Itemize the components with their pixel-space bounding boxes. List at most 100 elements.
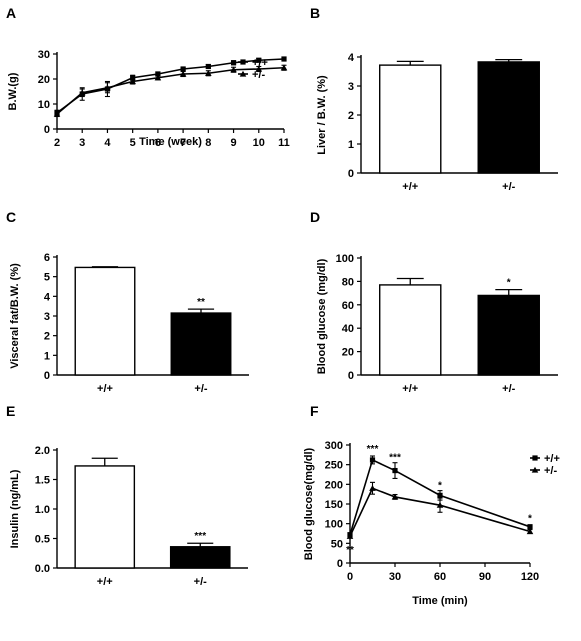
y-axis-title: Liver / B.W. (%) xyxy=(316,75,328,155)
y-tick-label: 2 xyxy=(348,110,354,122)
y-axis-title: B.W.(g) xyxy=(7,72,19,110)
series-line xyxy=(56,58,285,114)
x-tick-label: 8 xyxy=(205,137,211,149)
data-point xyxy=(346,532,354,539)
data-point xyxy=(154,74,162,81)
y-axis-title: Blood glucose (mg/dl) xyxy=(316,258,328,374)
legend-marker xyxy=(239,70,247,77)
y-tick-label: 0 xyxy=(44,124,50,136)
bar xyxy=(74,465,136,569)
panel-e: E 0.0 0.5 1.0 1.5 2.0 Insulin (ng/mL) +/+ +/- *** xyxy=(6,403,248,588)
series-line xyxy=(56,66,285,115)
panel-letter: B xyxy=(310,5,320,21)
y-tick-label: 1 xyxy=(348,139,354,151)
x-tick-label: 11 xyxy=(278,137,290,149)
y-tick-label: 20 xyxy=(342,347,354,359)
x-tick-label: +/+ xyxy=(402,383,418,395)
y-tick-label: 2 xyxy=(44,331,50,343)
y-tick-label: 1 xyxy=(44,350,50,362)
data-point xyxy=(130,75,136,81)
legend-marker xyxy=(240,59,246,65)
data-point xyxy=(205,69,212,76)
x-tick-label: +/+ xyxy=(97,383,113,395)
legend-label: +/- xyxy=(544,465,557,477)
significance-mark: *** xyxy=(389,453,401,464)
y-tick-label: 0 xyxy=(348,168,354,180)
panel-a: A 0 10 20 30 B.W.(g) 2 3 4 5 6 7 8 9 10 11 Time (week) +/… xyxy=(6,5,290,149)
x-tick-label: 5 xyxy=(130,137,136,149)
legend-label: +/+ xyxy=(252,57,268,69)
data-point xyxy=(527,524,533,530)
data-point xyxy=(280,64,288,71)
data-point xyxy=(391,493,399,500)
x-axis-title: Time (week) xyxy=(139,136,202,148)
y-tick-label: 80 xyxy=(342,276,354,288)
significance-mark: * xyxy=(438,480,442,491)
y-axis-title: Insulin (ng/mL) xyxy=(9,469,21,548)
panel-c: C 0 1 2 3 4 5 6 Visceral fat/B.W. (%) +/+ +/- ** xyxy=(6,209,249,395)
x-axis-title: Time (min) xyxy=(412,595,468,607)
x-tick-label: 120 xyxy=(521,571,539,583)
data-point xyxy=(392,467,398,474)
data-point xyxy=(180,66,186,72)
x-tick-label: 30 xyxy=(389,571,401,583)
y-tick-label: 4 xyxy=(348,52,355,64)
x-tick-label: 0 xyxy=(347,571,353,583)
y-tick-label: 200 xyxy=(325,479,343,491)
data-point xyxy=(179,70,187,77)
bar xyxy=(74,266,136,376)
y-tick-label: 100 xyxy=(336,253,354,265)
panel-letter: C xyxy=(6,209,16,225)
data-point xyxy=(369,484,376,491)
y-tick-label: 10 xyxy=(38,99,50,111)
x-tick-label: +/+ xyxy=(97,576,113,588)
y-tick-label: 0.0 xyxy=(35,563,50,575)
data-point xyxy=(230,60,237,66)
data-point xyxy=(526,528,534,535)
significance-mark: ** xyxy=(197,297,205,308)
x-tick-label: 60 xyxy=(434,571,446,583)
y-tick-label: 4 xyxy=(44,291,51,303)
y-tick-label: 60 xyxy=(342,300,354,312)
y-tick-label: 6 xyxy=(44,252,50,264)
x-tick-label: 90 xyxy=(479,571,491,583)
significance-mark: *** xyxy=(367,444,379,455)
data-point xyxy=(104,84,111,91)
legend-marker xyxy=(532,455,538,461)
bar xyxy=(477,61,540,174)
bar xyxy=(477,294,540,376)
panel-b: B 0 1 2 3 4 Liver / B.W. (%) +/+ +/- xyxy=(310,5,558,193)
x-tick-label: +/- xyxy=(502,383,515,395)
x-tick-label: +/+ xyxy=(402,181,418,193)
data-point xyxy=(255,65,263,72)
panel-letter: A xyxy=(6,5,16,21)
y-tick-label: 100 xyxy=(325,519,343,531)
y-tick-label: 300 xyxy=(325,440,343,452)
data-point xyxy=(155,71,161,77)
y-tick-label: 150 xyxy=(325,499,343,511)
y-axis-title: Visceral fat/B.W. (%) xyxy=(9,263,21,369)
panel-f: F 0 50 100 150 200 250 300 Blood glucose(mg/dl) 0… xyxy=(303,403,560,607)
data-point xyxy=(369,457,376,463)
y-tick-label: 0 xyxy=(44,370,50,382)
x-tick-label: 7 xyxy=(180,137,186,149)
significance-mark: * xyxy=(507,278,511,289)
data-point xyxy=(437,492,443,498)
bar xyxy=(379,284,442,376)
x-tick-label: 4 xyxy=(104,137,111,149)
y-tick-label: 40 xyxy=(342,323,354,335)
y-tick-label: 0 xyxy=(348,370,354,382)
data-point xyxy=(436,501,444,508)
x-tick-label: +/- xyxy=(502,181,515,193)
y-tick-label: 20 xyxy=(38,74,50,86)
y-tick-label: 50 xyxy=(331,538,343,550)
y-tick-label: 0.5 xyxy=(35,534,50,546)
y-tick-label: 3 xyxy=(348,81,354,93)
x-tick-label: 3 xyxy=(79,137,85,149)
data-point xyxy=(230,66,237,73)
x-tick-label: 9 xyxy=(230,137,236,149)
x-tick-label: 2 xyxy=(54,137,60,149)
legend-label: +/+ xyxy=(544,453,560,465)
x-tick-label: 10 xyxy=(253,137,265,149)
